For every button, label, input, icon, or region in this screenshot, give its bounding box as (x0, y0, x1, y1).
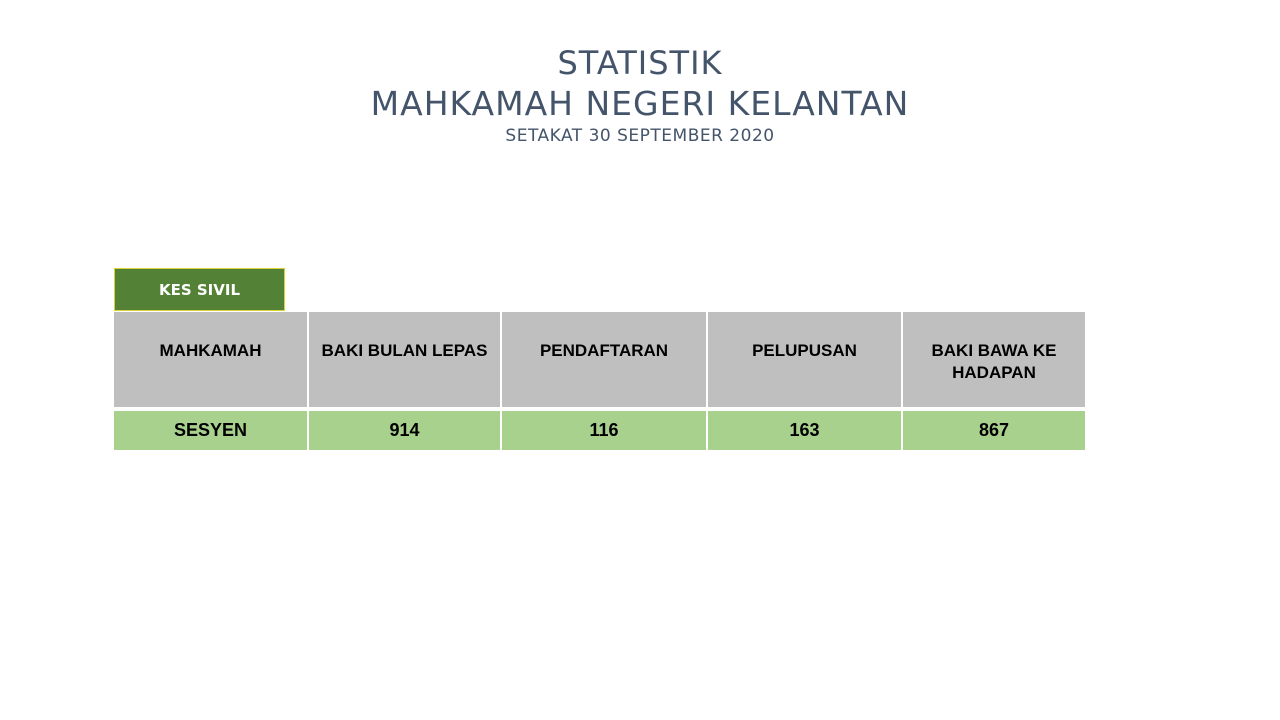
slide-title: STATISTIK MAHKAMAH NEGERI KELANTAN SETAK… (0, 42, 1280, 148)
header-mahkamah: MAHKAMAH (114, 312, 309, 411)
title-court-name: MAHKAMAH NEGERI KELANTAN (370, 84, 910, 123)
header-pelupusan: PELUPUSAN (707, 312, 903, 411)
cell-pendaftaran: 116 (501, 409, 708, 450)
title-statistik: STATISTIK (557, 44, 723, 82)
cell-baki-bawa-ke-hadapan: 867 (902, 409, 1085, 450)
statistics-table: MAHKAMAH BAKI BULAN LEPAS PENDAFTARAN PE… (114, 312, 1085, 450)
kes-sivil-tag: KES SIVIL (114, 268, 285, 311)
header-baki-bulan-lepas: BAKI BULAN LEPAS (308, 312, 502, 411)
title-date: SETAKAT 30 SEPTEMBER 2020 (505, 126, 775, 146)
header-baki-bawa-ke-hadapan: BAKI BAWA KE HADAPAN (902, 312, 1085, 411)
cell-baki-bulan-lepas: 914 (308, 409, 502, 450)
table-header-row: MAHKAMAH BAKI BULAN LEPAS PENDAFTARAN PE… (114, 312, 1085, 411)
cell-pelupusan: 163 (707, 409, 903, 450)
cell-mahkamah: SESYEN (114, 409, 309, 450)
table-row: SESYEN 914 116 163 867 (114, 409, 1085, 450)
header-pendaftaran: PENDAFTARAN (501, 312, 708, 411)
